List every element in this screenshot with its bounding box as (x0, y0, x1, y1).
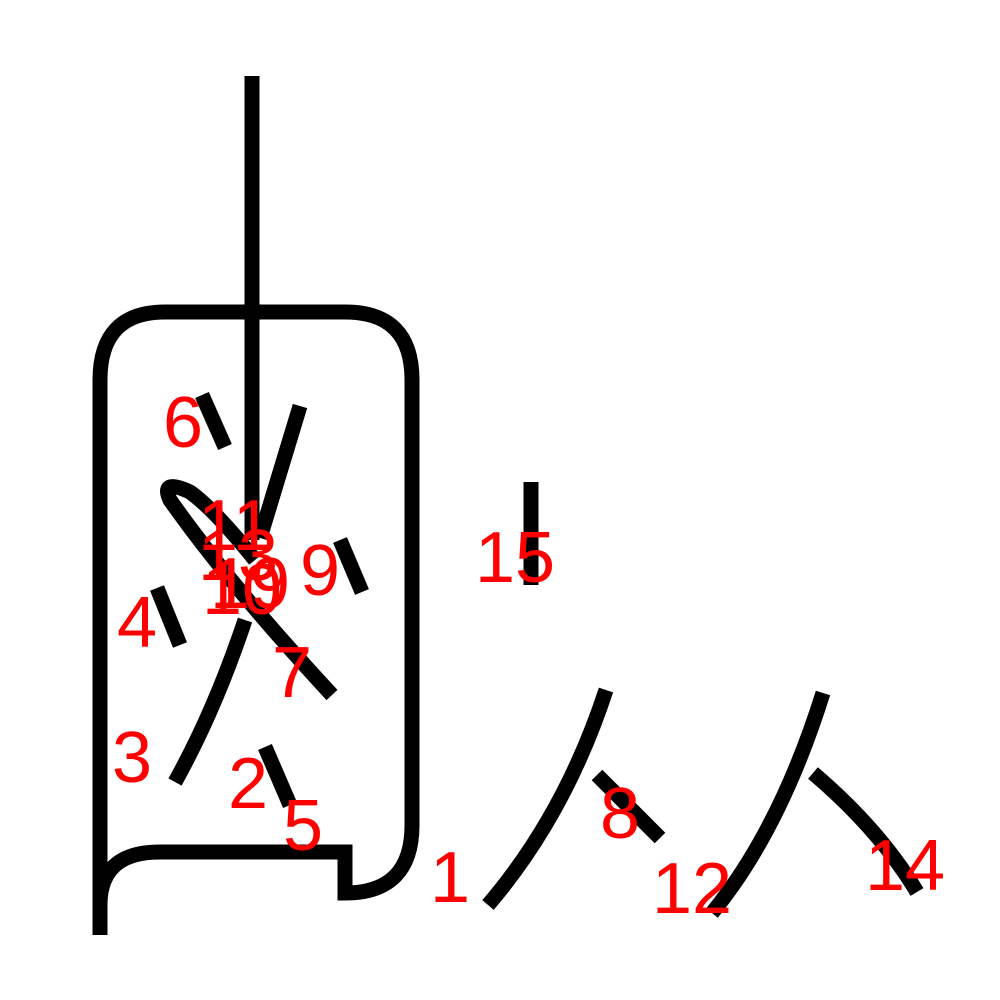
stroke-dot-2 (258, 744, 297, 808)
label-3: 3 (112, 718, 152, 798)
stroke-right-falling-8 (591, 769, 666, 844)
stroke-dot-6 (195, 391, 232, 451)
stroke-enclosure (92, 304, 420, 935)
stroke-dot-4 (150, 585, 187, 648)
stroke-left-falling-12 (706, 690, 831, 918)
label-5: 5 (283, 786, 323, 866)
label-10: 10 (202, 550, 282, 630)
label-12: 12 (652, 849, 732, 929)
label-11: 11 (198, 486, 273, 566)
stroke-slash-lower (168, 617, 253, 786)
label-14: 14 (865, 826, 945, 906)
label-1: 1 (430, 838, 470, 918)
stroke-loop (160, 479, 338, 701)
label-19: 19 (210, 544, 290, 624)
label-13: 13 (198, 516, 278, 596)
label-7: 7 (272, 633, 312, 713)
label-9: 9 (300, 531, 340, 611)
label-2: 2 (228, 744, 268, 824)
label-4: 4 (117, 583, 157, 663)
label-15: 15 (475, 518, 555, 598)
stroke-right-falling-14 (808, 767, 924, 896)
label-6: 6 (163, 383, 203, 463)
stroke-slash-upper (252, 403, 308, 541)
label-8: 8 (600, 774, 640, 854)
stroke-left-falling-1 (482, 687, 614, 910)
stroke-dot-9 (333, 537, 369, 595)
